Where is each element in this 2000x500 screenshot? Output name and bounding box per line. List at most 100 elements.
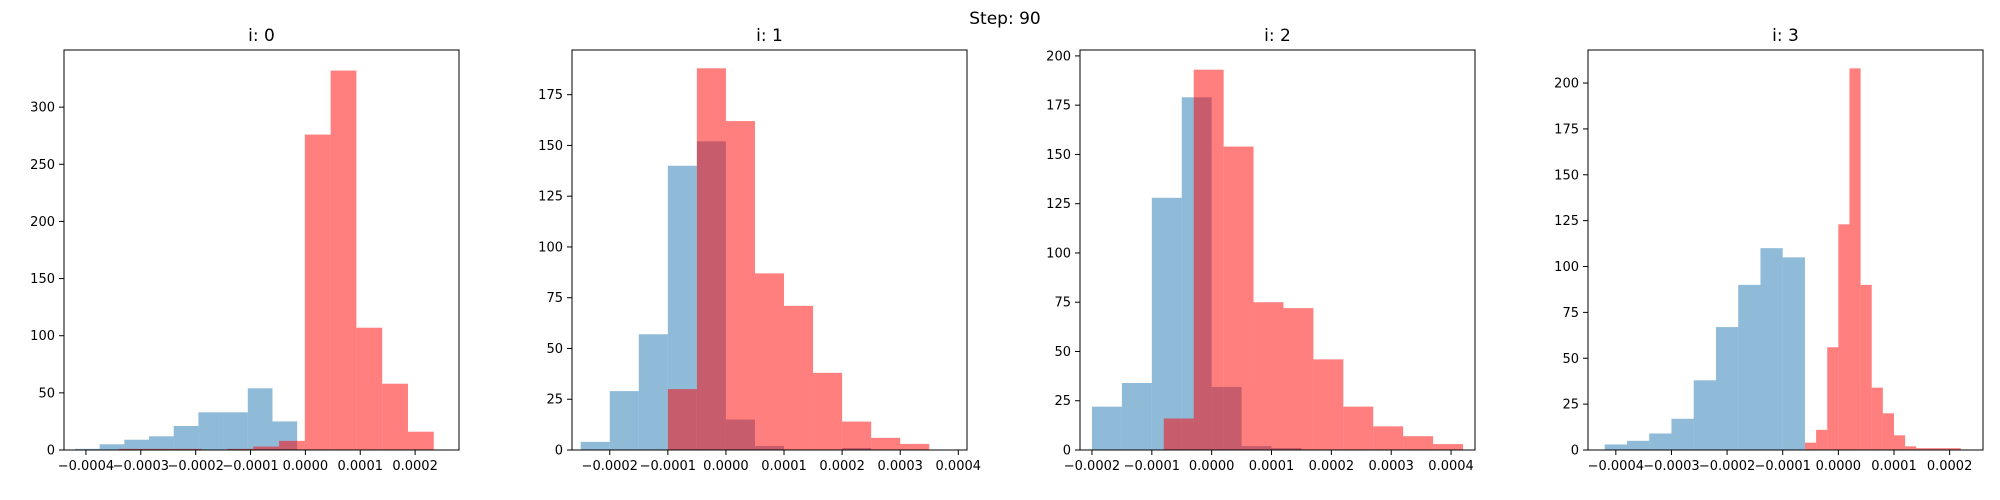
histogram-bar xyxy=(1626,440,1650,450)
histogram-bar xyxy=(1860,284,1872,450)
x-tick-label: −0.0001 xyxy=(640,459,696,474)
y-tick-label: 25 xyxy=(1562,398,1579,413)
y-tick-label: 200 xyxy=(30,215,55,230)
histogram-bar xyxy=(1871,387,1883,450)
histogram-bar xyxy=(1433,444,1464,450)
x-tick-label: 0.0002 xyxy=(392,459,438,474)
x-tick-label: 0.0004 xyxy=(1428,459,1474,474)
axes-frame xyxy=(1079,49,1476,451)
x-tick-label: 0.0002 xyxy=(1927,459,1973,474)
histogram-bar xyxy=(1313,359,1344,450)
x-tick-label: −0.0003 xyxy=(113,459,169,474)
histogram-bar xyxy=(198,412,224,450)
y-tick-label: 175 xyxy=(1554,122,1579,137)
x-tick-label: −0.0001 xyxy=(1755,459,1811,474)
histogram-bar xyxy=(1343,406,1374,450)
histogram-bar xyxy=(696,68,726,450)
histogram-bar xyxy=(754,273,785,450)
axes-frame xyxy=(1587,49,1984,451)
x-tick-label: 0.0002 xyxy=(819,459,865,474)
x-tick-label: 0.0000 xyxy=(703,459,749,474)
histogram-bar xyxy=(118,448,151,450)
y-tick-label: 100 xyxy=(538,240,563,255)
axes-frame xyxy=(571,49,968,451)
histogram-bar xyxy=(1223,146,1254,450)
histogram-bar xyxy=(1827,347,1839,450)
series-red xyxy=(1163,69,1464,450)
y-tick-label: 100 xyxy=(1554,260,1579,275)
histogram-panel-1: −0.0002 −0.0001 0.0000 0.0001 0.0002 0.0003 0.… xyxy=(538,26,981,474)
series-red xyxy=(118,70,434,451)
x-tick-label: 0.0001 xyxy=(761,459,807,474)
x-tick-label: −0.0001 xyxy=(1124,459,1180,474)
x-tick-label: 0.0000 xyxy=(1189,459,1235,474)
histogram-bar xyxy=(1816,429,1828,450)
x-tick-label: 0.0001 xyxy=(338,459,384,474)
y-tick-label: 50 xyxy=(1054,345,1071,360)
y-tick-label: 175 xyxy=(1046,99,1071,114)
histogram-bar xyxy=(1649,433,1672,450)
histogram-bar xyxy=(1905,446,1917,450)
histogram-bar xyxy=(150,448,176,450)
x-tick-label: −0.0003 xyxy=(1643,459,1699,474)
x-tick-label: −0.0004 xyxy=(58,459,114,474)
x-tick-label: −0.0001 xyxy=(222,459,278,474)
histogram-bar xyxy=(1715,327,1739,450)
y-tick-label: 125 xyxy=(538,190,563,205)
histogram-bar xyxy=(1091,406,1122,450)
histogram-bar xyxy=(638,334,668,450)
y-tick-label: 0 xyxy=(1571,444,1579,459)
histogram-panel-3: −0.0004 −0.0003 −0.0002 −0.0001 0.0000 0.0001… xyxy=(1554,26,1984,474)
histogram-bar xyxy=(580,441,610,450)
series-blue xyxy=(1604,248,1805,450)
histogram-bar xyxy=(784,305,814,450)
y-tick-label: 0 xyxy=(1063,444,1071,459)
histogram-bar xyxy=(813,372,843,450)
series-red xyxy=(1804,68,1961,450)
histogram-bar xyxy=(99,444,125,450)
histogram-bar xyxy=(1193,69,1224,450)
histogram-panel-2: −0.0002 −0.0001 0.0000 0.0001 0.0002 0.0003 0.… xyxy=(1046,26,1476,474)
y-tick-label: 175 xyxy=(538,88,563,103)
histogram-bar xyxy=(1838,224,1850,450)
series-blue xyxy=(74,388,298,450)
y-tick-label: 75 xyxy=(1562,306,1579,321)
y-tick-label: 0 xyxy=(555,444,563,459)
histogram-bar xyxy=(223,412,248,450)
histogram-bar xyxy=(1849,68,1861,450)
y-tick-label: 150 xyxy=(1046,148,1071,163)
histogram-bar xyxy=(227,448,254,450)
x-tick-label: 0.0001 xyxy=(1871,459,1917,474)
histogram-bar xyxy=(871,437,901,450)
x-tick-label: 0.0000 xyxy=(1816,459,1862,474)
panel-title: i: 2 xyxy=(1264,26,1291,46)
panel-title: i: 3 xyxy=(1772,26,1799,46)
y-tick-label: 150 xyxy=(1554,168,1579,183)
histogram-bar xyxy=(1938,448,1961,450)
histogram-bar xyxy=(149,436,174,450)
histogram-bar xyxy=(175,448,202,450)
y-tick-label: 100 xyxy=(30,329,55,344)
y-tick-label: 125 xyxy=(1046,197,1071,212)
panel-title: i: 1 xyxy=(756,26,783,46)
histogram-bar xyxy=(247,388,273,450)
histogram-bar xyxy=(1121,383,1152,450)
y-tick-label: 200 xyxy=(1554,77,1579,92)
y-tick-label: 250 xyxy=(30,158,55,173)
x-tick-label: 0.0003 xyxy=(1368,459,1414,474)
histogram-bar xyxy=(1283,308,1314,450)
x-tick-label: −0.0002 xyxy=(1064,459,1120,474)
histogram-bar xyxy=(1893,435,1906,450)
x-tick-label: 0.0004 xyxy=(936,459,982,474)
y-tick-label: 75 xyxy=(546,291,563,306)
y-tick-label: 25 xyxy=(1054,394,1071,409)
histogram-bar xyxy=(173,426,199,450)
x-tick-label: 0.0001 xyxy=(1249,459,1295,474)
histogram-bar xyxy=(1151,197,1182,450)
histogram-bar xyxy=(609,391,639,450)
histogram-bar xyxy=(1163,418,1194,450)
histogram-bar xyxy=(124,439,150,450)
x-tick-label: −0.0002 xyxy=(582,459,638,474)
histogram-bar xyxy=(1253,302,1284,450)
histogram-bar xyxy=(842,421,872,450)
